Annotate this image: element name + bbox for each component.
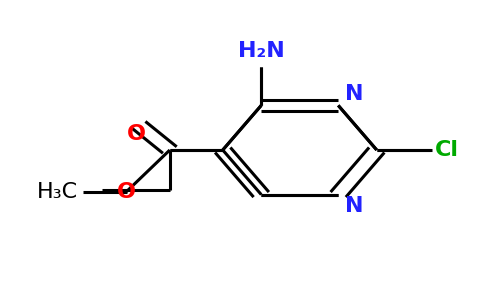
Text: O: O: [117, 182, 136, 202]
Text: O: O: [127, 124, 146, 144]
Text: H₂N: H₂N: [238, 41, 285, 61]
Text: N: N: [346, 196, 364, 216]
Text: H₃C: H₃C: [37, 182, 78, 202]
Text: Cl: Cl: [435, 140, 458, 160]
Text: N: N: [346, 84, 364, 104]
